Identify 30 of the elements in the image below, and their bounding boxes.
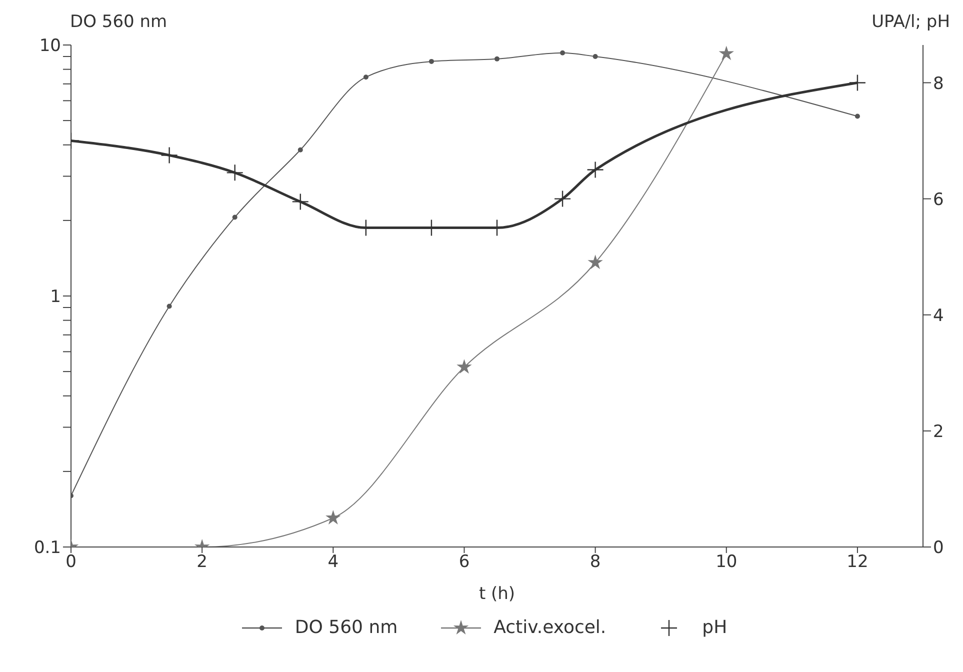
point — [428, 58, 434, 64]
y2-tick-label: 8 — [933, 74, 944, 94]
x-tick-label: 0 — [66, 552, 76, 572]
legend-label: DO 560 nm — [294, 617, 398, 638]
y2-tick-label: 6 — [933, 190, 944, 210]
x-tick-label: 6 — [458, 552, 470, 572]
point — [560, 50, 566, 56]
y2-tick-label: 0 — [933, 538, 944, 558]
point — [298, 147, 303, 152]
y-tick-label: 1 — [50, 287, 61, 308]
point — [494, 56, 500, 62]
y-tick-label: 10 — [39, 36, 61, 56]
point — [592, 54, 598, 59]
x-axis-title: t (h) — [478, 584, 516, 604]
legend-label: Activ.exocel. — [494, 617, 606, 638]
x-tick-label: 4 — [328, 552, 339, 572]
y-axis-title: DO 560 nm — [70, 12, 168, 32]
y-tick-label: 0.1 — [34, 538, 61, 558]
x-tick-label: 10 — [716, 552, 738, 572]
y2-axis-title: UPA/l; pH — [872, 12, 950, 32]
point — [363, 74, 368, 80]
x-tick-label: 8 — [590, 552, 601, 572]
point — [854, 114, 860, 119]
y2-tick-label: 2 — [933, 422, 944, 442]
point — [232, 214, 238, 220]
x-tick-label: 2 — [196, 552, 208, 572]
x-tick-label: 12 — [846, 552, 868, 572]
y2-tick-label: 4 — [933, 306, 944, 326]
legend-label: pH — [702, 617, 728, 638]
point — [166, 304, 172, 309]
